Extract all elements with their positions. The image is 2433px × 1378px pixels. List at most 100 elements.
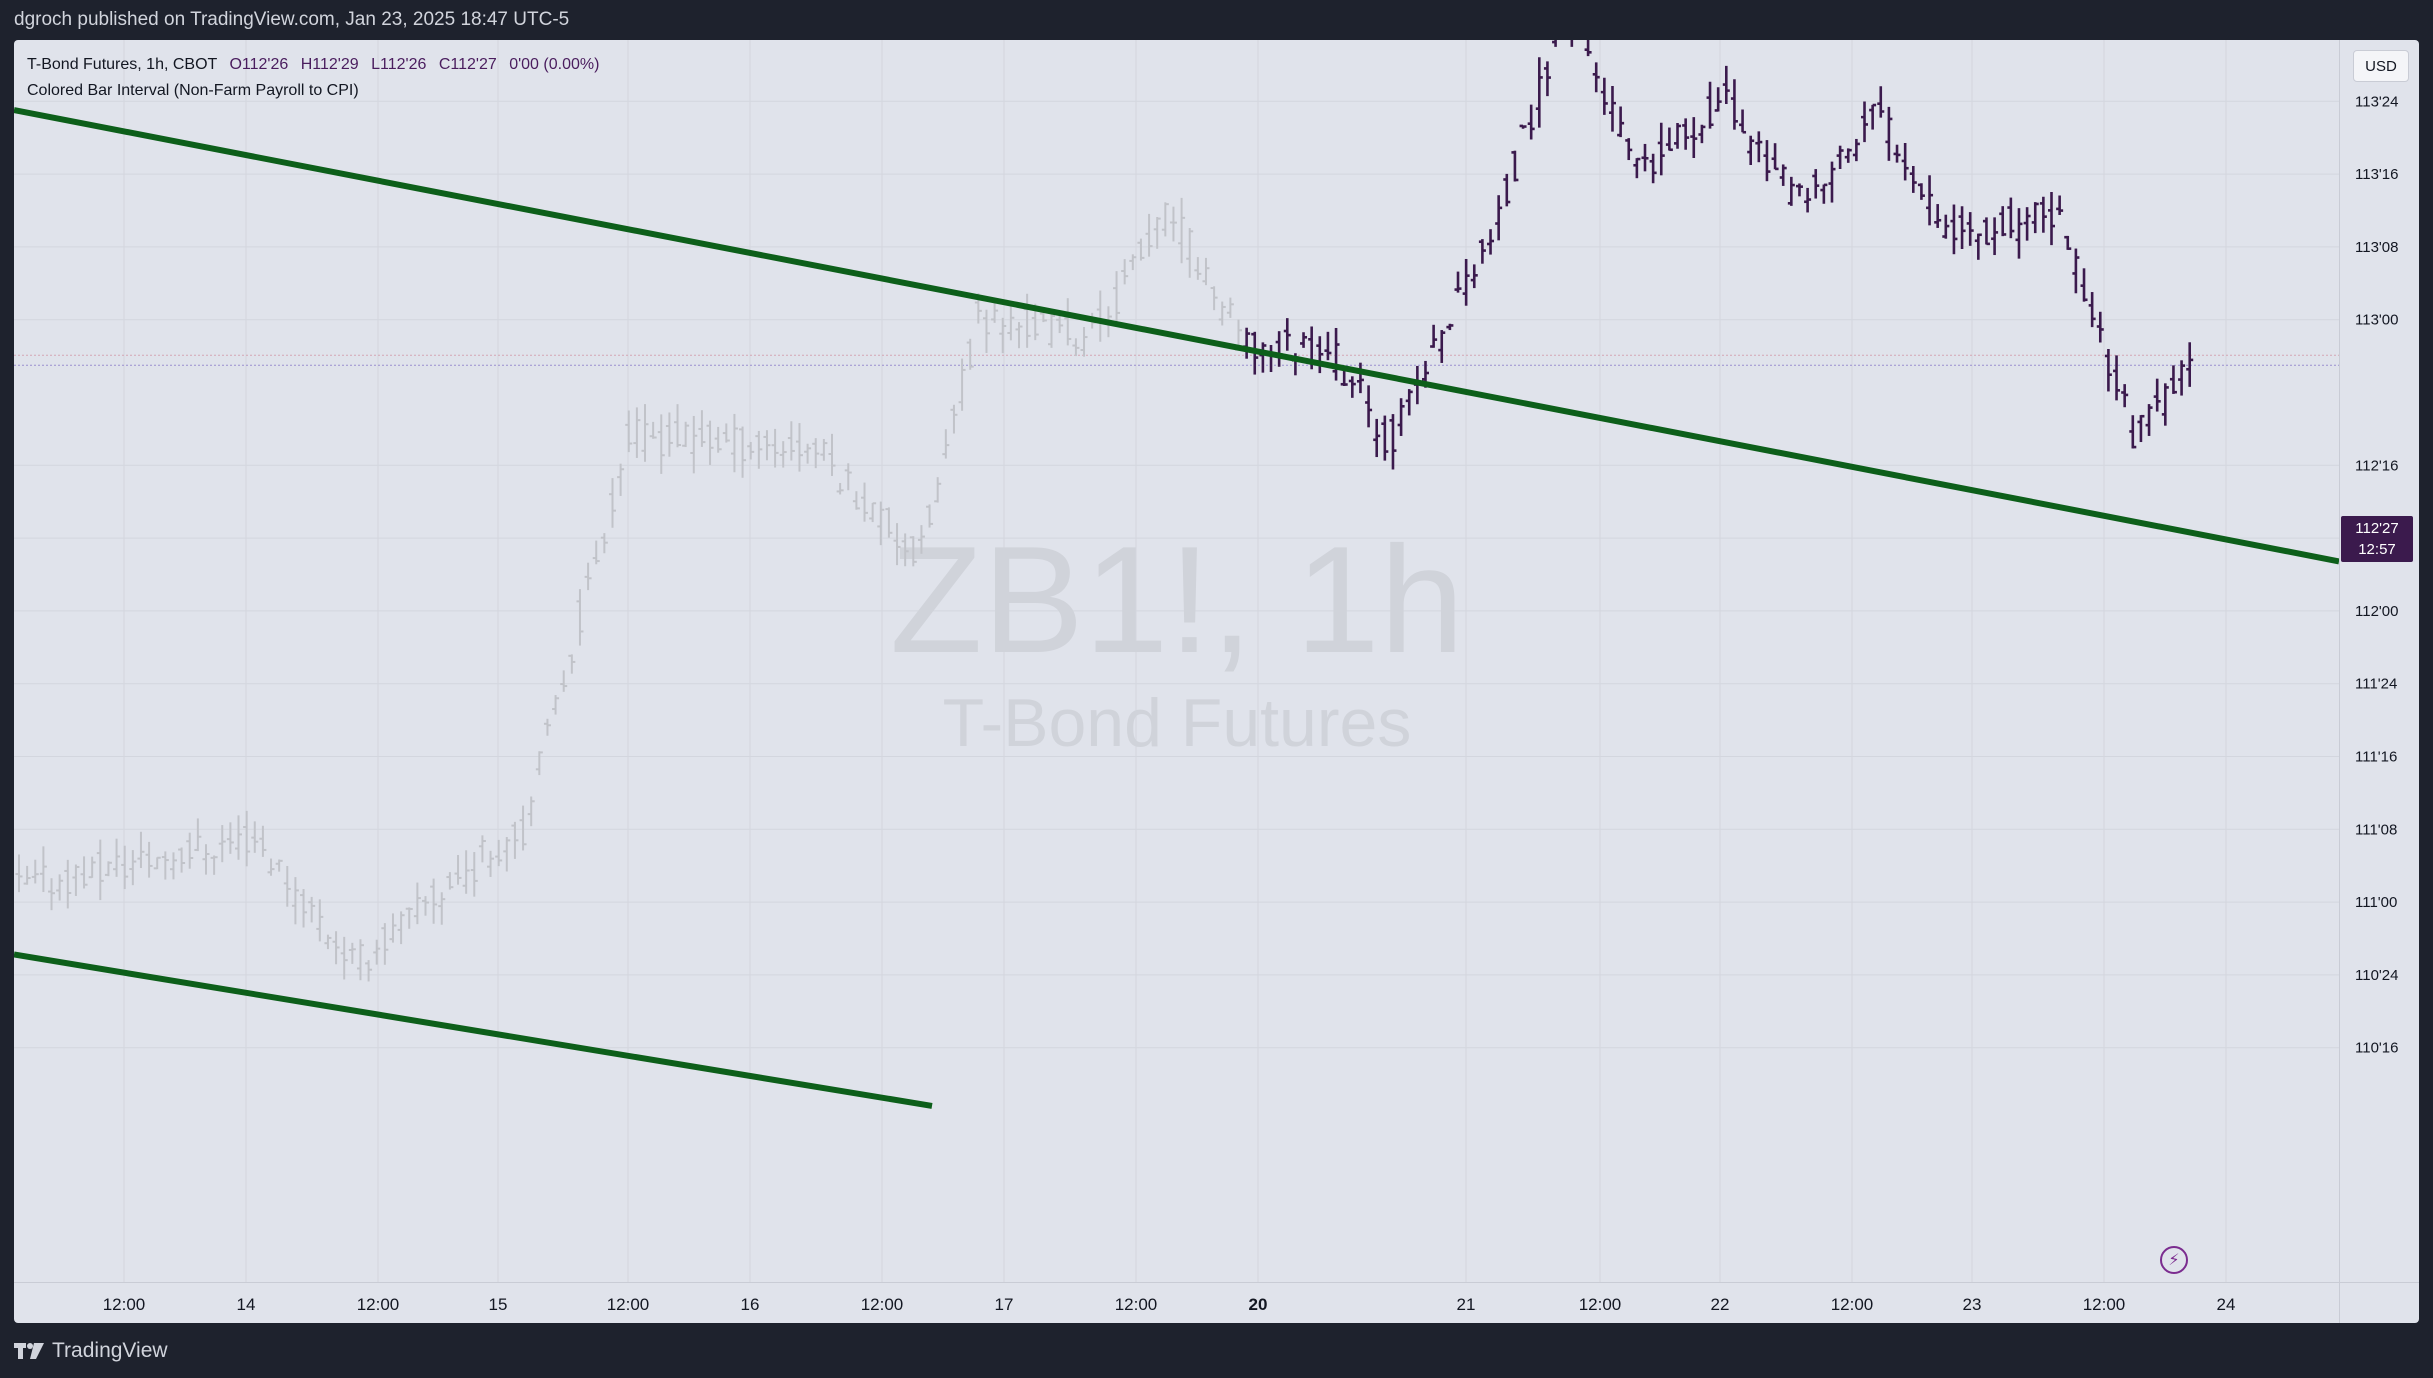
ohlc-bar	[438, 892, 446, 925]
ohlc-bar	[739, 426, 747, 478]
ohlc-bar	[1153, 217, 1161, 249]
ohlc-bar	[1950, 204, 1958, 255]
ohlc-bar	[1121, 259, 1129, 285]
ohlc-bar	[340, 936, 348, 980]
ohlc-bar	[389, 913, 397, 943]
y-tick-label: 111'00	[2355, 894, 2397, 911]
ohlc-bar	[1332, 327, 1340, 381]
ohlc-bar	[1048, 312, 1056, 348]
ohlc-bar	[1446, 323, 1454, 331]
x-tick-label: 15	[489, 1295, 508, 1314]
tradingview-logo-icon	[14, 1342, 44, 1359]
ohlc-bar	[1218, 301, 1226, 326]
ohlc-bar	[348, 942, 356, 964]
ohlc-bar	[1438, 330, 1446, 363]
ohlc-bar	[617, 463, 625, 496]
ohlc-bar	[1974, 233, 1982, 260]
ohlc-bar	[1852, 138, 1860, 162]
ohlc-bar	[121, 845, 129, 890]
ohlc-bar	[1324, 331, 1332, 361]
ohlc-bar	[503, 837, 511, 872]
ohlc-bar	[771, 428, 779, 468]
lightning-icon[interactable]: ⚡	[2160, 1246, 2188, 1274]
ohlc-bar	[161, 851, 169, 880]
tradingview-brand: TradingView	[52, 1338, 168, 1362]
ohlc-bar	[1478, 239, 1486, 264]
ohlc-bar	[373, 939, 381, 965]
ohlc-bar	[2169, 365, 2177, 394]
ohlc-bar	[779, 441, 787, 468]
ohlc-bar	[1267, 345, 1275, 373]
ohlc-bar	[1877, 86, 1885, 118]
price-chart[interactable]: ZB1!, 1h T-Bond Futures	[14, 40, 2339, 1282]
x-tick-label: 12:00	[607, 1295, 650, 1314]
ohlc-bar	[714, 426, 722, 453]
ohlc-bar	[2023, 207, 2031, 241]
ohlc-bar	[2088, 292, 2096, 328]
ohlc-bar	[478, 835, 486, 863]
ohlc-bar	[1917, 183, 1925, 200]
ohlc-bar	[747, 441, 755, 460]
last-price-tag: 112'27 12:57	[2341, 516, 2413, 562]
published-text: dgroch published on TradingView.com, Jan…	[14, 9, 570, 30]
ohlc-bar	[446, 872, 454, 890]
ohlc-bar	[1779, 164, 1787, 186]
ohlc-bar	[1348, 376, 1356, 398]
ohlc-bar	[543, 718, 551, 736]
tradingview-logo[interactable]: TradingView	[14, 1339, 168, 1363]
legend-change: 0'00 (0.00%)	[509, 56, 600, 73]
legend-close: C112'27	[438, 56, 497, 73]
legend-symbol: T-Bond Futures, 1h, CBOT	[27, 56, 218, 73]
ohlc-bar	[137, 831, 145, 869]
ohlc-bar	[316, 899, 324, 942]
ohlc-bar	[1487, 229, 1495, 255]
ohlc-bar	[1592, 62, 1600, 93]
ohlc-bar	[1600, 77, 1608, 115]
ohlc-bar	[267, 858, 275, 876]
ohlc-bar	[1454, 271, 1462, 293]
ohlc-bar	[462, 850, 470, 894]
x-tick-label: 21	[1457, 1295, 1476, 1314]
ohlc-bar	[958, 358, 966, 411]
last-price-value: 112'27	[2355, 520, 2399, 537]
x-tick-label: 12:00	[1831, 1295, 1874, 1314]
ohlc-bar	[15, 854, 23, 893]
ohlc-bar	[527, 796, 535, 827]
chart-legend[interactable]: T-Bond Futures, 1h, CBOT O112'26 H112'29…	[27, 52, 599, 104]
ohlc-bar	[113, 838, 121, 877]
x-tick-label: 23	[1963, 1295, 1982, 1314]
ohlc-bar	[1511, 150, 1519, 182]
ohlc-bar	[1080, 326, 1088, 357]
ohlc-bar	[2048, 192, 2055, 246]
ohlc-bar	[1527, 104, 1535, 140]
ohlc-bar	[2186, 342, 2194, 387]
ohlc-bar	[72, 864, 80, 896]
time-scale[interactable]: 12:00 14 12:00 15 12:00 16 12:00 17 12:00 20 21 12:…	[14, 1282, 2339, 1323]
trendlines[interactable]	[14, 107, 2339, 1109]
ohlc-bar	[178, 847, 186, 873]
ohlc-bar	[1795, 183, 1803, 197]
ohlc-bar	[649, 421, 657, 439]
price-scale[interactable]: 114'08114'00113'24113'16113'08113'00112'…	[2339, 40, 2419, 1282]
ohlc-bar	[275, 859, 283, 872]
y-tick-label: 112'16	[2355, 457, 2398, 474]
ohlc-bar	[1161, 202, 1169, 237]
currency-button[interactable]: USD	[2353, 50, 2409, 82]
ohlc-bar	[584, 562, 592, 591]
legend-symbol-row: T-Bond Futures, 1h, CBOT O112'26 H112'29…	[27, 52, 599, 78]
ohlc-bar	[1543, 61, 1551, 97]
ohlc-bar	[576, 589, 584, 646]
ohlc-bar	[169, 852, 177, 880]
ohlc-bar	[1096, 290, 1104, 342]
ohlc-bar	[836, 482, 844, 495]
ohlc-bar	[682, 421, 690, 448]
plot-area[interactable]: ZB1!, 1h T-Bond Futures	[14, 40, 2339, 1282]
y-tick-label: 113'08	[2355, 239, 2398, 256]
ohlc-bar	[2064, 235, 2072, 250]
watermark: ZB1!, 1h T-Bond Futures	[890, 515, 1465, 761]
ohlc-bar	[2129, 415, 2137, 449]
ohlc-bar	[674, 404, 682, 448]
watermark-symbol: ZB1!, 1h	[890, 515, 1465, 685]
legend-indicator[interactable]: Colored Bar Interval (Non-Farm Payroll t…	[27, 82, 359, 99]
published-banner: dgroch published on TradingView.com, Jan…	[0, 0, 2433, 40]
